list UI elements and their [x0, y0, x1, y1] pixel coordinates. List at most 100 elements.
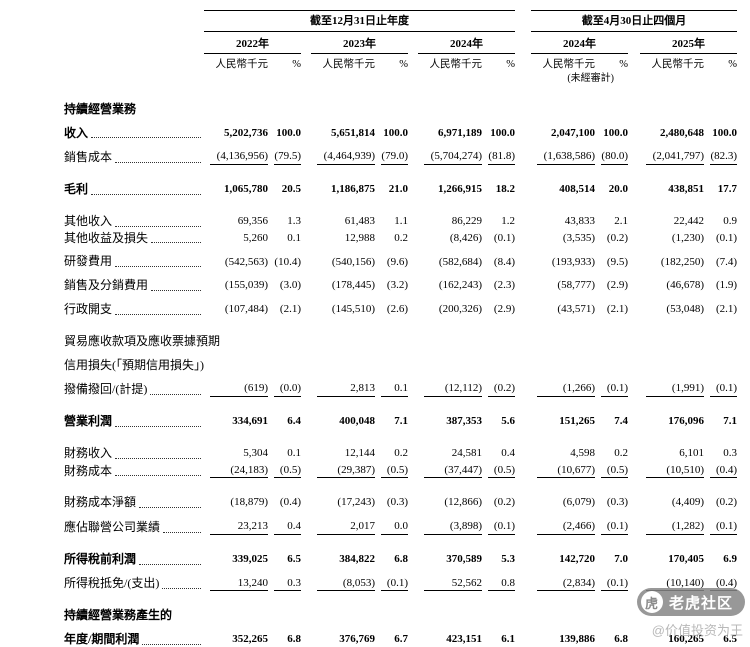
- currency-unit-label: 人民幣千元: [215, 59, 269, 71]
- percent-cell: (2.1): [715, 303, 738, 316]
- amount-cell: (107,484): [224, 303, 268, 316]
- column-gap: [408, 117, 418, 141]
- percent-cell: 0.2: [614, 447, 628, 460]
- amount-cell: (5,704,274): [418, 140, 482, 166]
- percent-cell: 0.1: [375, 372, 408, 398]
- amount-cell: 5,202,736: [224, 126, 268, 139]
- amount-cell: 61,483: [344, 215, 375, 228]
- percent-cell: (0.5): [482, 461, 515, 479]
- percent-cell: 0.0: [375, 510, 408, 535]
- percent-cell: (0.1): [375, 567, 408, 592]
- dot-leader: [115, 225, 201, 227]
- percent-cell: (2.1): [606, 303, 628, 316]
- table-row: 撥備撥回/(計提) (619) (0.0) 2,813 0.1 (12,112) (0.2)…: [64, 372, 738, 398]
- amount-cell: (1,638,586): [531, 140, 595, 166]
- dot-leader: [91, 136, 201, 139]
- table-row: 貿易應收款項及應收票據預期: [64, 317, 737, 349]
- amount-cell: 339,025: [232, 552, 268, 565]
- percent-cell: (0.1): [715, 231, 738, 244]
- column-gap: [301, 535, 311, 567]
- column-gap: [515, 461, 531, 479]
- amount-cell: 2,017: [311, 510, 375, 535]
- percent-cell: (9.6): [386, 255, 408, 268]
- amount-cell: (178,445): [331, 279, 375, 292]
- amount-cell: (145,510): [331, 303, 375, 316]
- column-gap: [301, 429, 311, 461]
- percent-cell: 6.1: [501, 633, 515, 646]
- percent-cell: (79.0): [375, 140, 408, 166]
- percent-cell: (0.5): [595, 461, 628, 479]
- percent-cell: (0.1): [704, 510, 738, 535]
- column-gap: [628, 54, 640, 72]
- amount-cell: 1,266,915: [438, 183, 482, 196]
- currency-unit-label: 人民幣千元: [322, 59, 376, 71]
- column-gap: [515, 623, 531, 647]
- amount-cell: 5,651,814: [331, 126, 375, 139]
- amount-cell: (12,866): [444, 496, 482, 509]
- percent-cell: (2.3): [493, 279, 515, 292]
- column-gap: [628, 535, 640, 567]
- amount-cell: (4,409): [671, 496, 704, 509]
- percent-symbol-label: %: [728, 59, 738, 71]
- column-gap: [628, 71, 640, 85]
- amount-cell: (2,466): [531, 510, 595, 535]
- column-gap: [301, 197, 311, 229]
- column-gap: [515, 54, 531, 72]
- column-gap: [628, 510, 640, 535]
- percent-cell: 100.0: [603, 126, 628, 139]
- table-row: 年度/期間利潤 352,265 6.8 376,769 6.7 423,151 6.1 139…: [64, 623, 737, 647]
- amount-cell: (4,136,956): [204, 140, 268, 166]
- percent-cell: (3.0): [279, 279, 301, 292]
- amount-cell: 142,720: [559, 552, 595, 565]
- percent-cell: 17.7: [717, 183, 738, 196]
- dot-leader: [115, 161, 201, 164]
- percent-cell: 18.2: [495, 183, 515, 196]
- dot-leader: [115, 313, 201, 315]
- column-gap: [515, 397, 531, 429]
- financial-table: 截至12月31日止年度 截至4月30日止四個月 2022年 2023年 2024年 202…: [64, 10, 738, 647]
- percent-cell: 0.2: [394, 231, 408, 244]
- amount-cell: (18,879): [230, 496, 268, 509]
- amount-cell: 170,405: [668, 552, 704, 565]
- amount-cell: (200,326): [438, 303, 482, 316]
- column-gap: [408, 293, 418, 317]
- column-gap: [301, 461, 311, 479]
- percent-cell: 6.8: [287, 633, 301, 646]
- amount-cell: 400,048: [339, 415, 375, 428]
- percent-cell: (0.1): [595, 510, 628, 535]
- row-label: 財務收入: [64, 429, 204, 461]
- column-gap: [628, 229, 640, 246]
- column-gap: [408, 535, 418, 567]
- dot-leader: [162, 587, 201, 590]
- amount-cell: 6,101: [679, 447, 704, 460]
- amount-cell: 13,240: [204, 567, 268, 592]
- percent-cell: 0.8: [482, 567, 515, 592]
- column-gap: [301, 269, 311, 293]
- row-label: 毛利: [64, 165, 204, 197]
- amount-cell: 1,186,875: [331, 183, 375, 196]
- percent-cell: (2.1): [279, 303, 301, 316]
- column-gap: [301, 478, 311, 510]
- percent-cell: 6.7: [394, 633, 408, 646]
- column-gap: [301, 245, 311, 269]
- row-label: 研發費用: [64, 245, 204, 269]
- amount-cell: 408,514: [559, 183, 595, 196]
- amount-cell: 438,851: [668, 183, 704, 196]
- percent-cell: 5.6: [501, 415, 515, 428]
- percent-cell: 7.1: [394, 415, 408, 428]
- table-row: 銷售成本 (4,136,956) (79.5) (4,464,939) (79.0) (5…: [64, 140, 738, 166]
- amount-cell: (43,571): [557, 303, 595, 316]
- percent-cell: (0.4): [704, 461, 738, 479]
- amount-cell: (162,243): [438, 279, 482, 292]
- column-gap: [628, 429, 640, 461]
- column-gap: [515, 197, 531, 229]
- amount-cell: (12,112): [418, 372, 482, 398]
- column-gap: [301, 140, 311, 165]
- unaudited-note: [418, 71, 515, 85]
- amount-cell: 423,151: [446, 633, 482, 646]
- watermark-pill: 虎 老虎社区: [636, 588, 745, 616]
- amount-cell: (8,053): [311, 567, 375, 592]
- column-gap: [515, 567, 531, 592]
- percent-cell: (0.1): [704, 372, 738, 398]
